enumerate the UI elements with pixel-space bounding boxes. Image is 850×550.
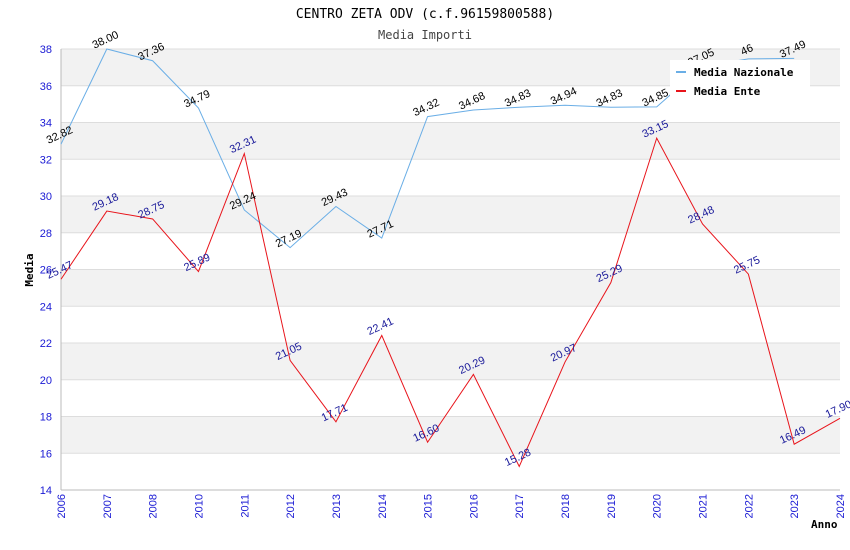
x-tick-label: 2013	[331, 494, 343, 518]
x-tick-label: 2022	[743, 494, 755, 518]
x-axis-label: Anno	[811, 518, 838, 531]
legend-box	[670, 60, 810, 102]
y-tick-label: 32	[40, 154, 52, 166]
y-tick-label: 38	[40, 44, 52, 56]
chart-title: CENTRO ZETA ODV (c.f.96159800588)	[296, 7, 554, 22]
plot-band	[61, 379, 840, 417]
chart-subtitle: Media Importi	[378, 28, 472, 42]
x-tick-label: 2015	[423, 494, 435, 518]
y-tick-labels: 14 16 18 20 22 24 26 28 30 32 34 36 38	[40, 44, 52, 497]
y-tick-label: 20	[40, 375, 52, 387]
legend: Media Nazionale Media Ente	[670, 60, 810, 102]
y-tick-label: 18	[40, 412, 52, 424]
x-tick-label: 2019	[606, 494, 618, 518]
y-tick-label: 24	[40, 301, 52, 313]
data-label: 38.00	[91, 29, 121, 52]
x-tick-label: 2012	[285, 494, 297, 518]
x-tick-label: 2023	[789, 494, 801, 518]
x-tick-label: 2024	[835, 494, 847, 518]
plot-background	[61, 49, 840, 490]
x-tick-label: 2018	[560, 494, 572, 518]
x-tick-label: 2021	[698, 494, 710, 518]
x-tick-label: 2007	[102, 494, 114, 518]
plot-band	[61, 232, 840, 270]
data-label: 46	[739, 42, 755, 58]
x-tick-label: 2011	[239, 494, 251, 518]
plot-band	[61, 343, 840, 380]
y-tick-label: 28	[40, 228, 52, 240]
y-tick-label: 34	[40, 118, 52, 130]
y-tick-label: 16	[40, 448, 52, 460]
legend-label: Media Ente	[694, 85, 761, 98]
y-tick-label: 14	[40, 485, 52, 497]
legend-label: Media Nazionale	[694, 66, 794, 79]
x-tick-label: 2010	[193, 494, 205, 518]
plot-band	[61, 416, 840, 454]
axes	[60, 49, 840, 491]
x-tick-label: 2008	[148, 494, 160, 518]
plot-band	[61, 269, 840, 307]
y-tick-label: 30	[40, 191, 52, 203]
y-tick-label: 36	[40, 81, 52, 93]
plot-band	[61, 306, 840, 343]
x-tick-label: 2016	[468, 494, 480, 518]
x-tick-label: 2006	[56, 494, 68, 518]
y-tick-label: 26	[40, 265, 52, 277]
x-tick-label: 2020	[652, 494, 664, 518]
y-tick-label: 22	[40, 338, 52, 350]
x-tick-label: 2014	[377, 494, 389, 518]
x-tick-labels: 2006 2007 2008 2010 2011 2012 2013 2014 2015 2016…	[56, 494, 847, 518]
plot-band	[61, 453, 840, 490]
plot-band	[61, 122, 840, 160]
x-tick-label: 2017	[514, 494, 526, 518]
y-axis-label: Media	[23, 253, 36, 286]
series-line	[60, 136, 841, 468]
plot-band	[61, 196, 840, 233]
plot-band	[61, 159, 840, 196]
